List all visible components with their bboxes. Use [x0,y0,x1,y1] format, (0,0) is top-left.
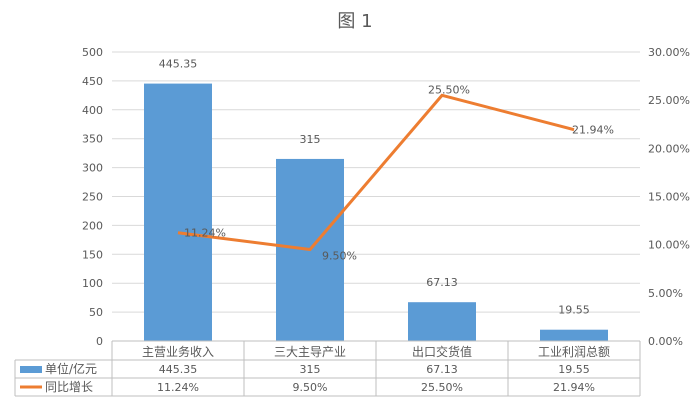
category-label: 主营业务收入 [142,344,214,359]
y2-tick-label: 15.00% [648,191,690,204]
y-tick-label: 0 [96,335,103,348]
chart-title: 图 1 [337,11,372,32]
y2-tick-label: 25.00% [648,94,690,107]
line-data-label: 25.50% [428,83,470,96]
bar [408,302,476,341]
legend-label: 同比增长 [45,380,93,394]
y-tick-label: 350 [82,133,103,146]
table-cell: 445.35 [159,363,198,376]
table-cell: 315 [300,363,321,376]
y-tick-label: 300 [82,162,103,175]
bar-data-label: 67.13 [426,276,458,289]
bar-data-label: 19.55 [558,304,590,317]
table-cell: 11.24% [157,381,199,394]
table-cell: 21.94% [553,381,595,394]
y2-tick-label: 5.00% [648,287,683,300]
line-data-label: 9.50% [322,249,357,262]
bar-data-label: 445.35 [159,58,198,71]
line-data-label: 11.24% [184,227,226,240]
y2-tick-label: 30.00% [648,46,690,59]
y-tick-label: 500 [82,46,103,59]
bar-data-label: 315 [300,133,321,146]
table-cell: 67.13 [426,363,458,376]
y-tick-label: 100 [82,277,103,290]
category-label: 出口交货值 [412,344,472,359]
y-tick-label: 250 [82,191,103,204]
y-tick-label: 400 [82,104,103,117]
legend-key-bar [20,366,42,373]
table-cell: 25.50% [421,381,463,394]
y2-tick-label: 0.00% [648,335,683,348]
table-cell: 9.50% [293,381,328,394]
bar [540,329,608,341]
y2-tick-label: 20.00% [648,142,690,155]
category-label: 工业利润总额 [538,345,610,359]
y2-tick-label: 10.00% [648,239,690,252]
y-tick-label: 150 [82,248,103,261]
line-data-label: 21.94% [572,124,614,137]
legend-label: 单位/亿元 [45,361,97,376]
bar [144,83,212,341]
y-tick-label: 50 [89,306,103,319]
category-label: 三大主导产业 [274,345,346,359]
line-series [177,93,575,252]
table-cell: 19.55 [558,363,590,376]
y-tick-label: 200 [82,219,103,232]
y-tick-label: 450 [82,75,103,88]
